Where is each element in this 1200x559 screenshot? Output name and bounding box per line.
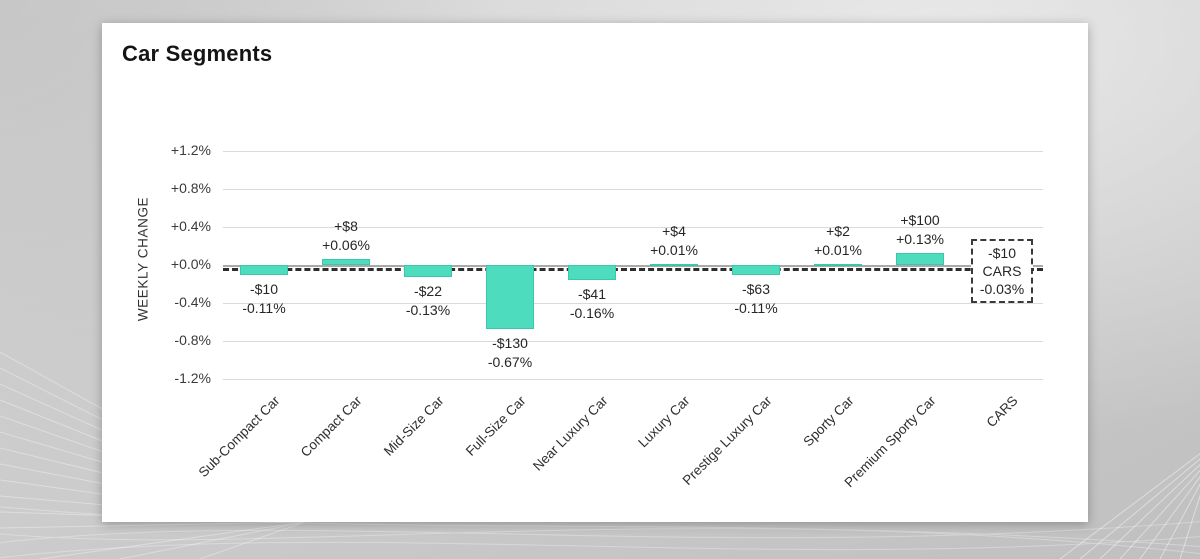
cars-summary-box: -$10 CARS -0.03%	[971, 239, 1033, 304]
gridline	[223, 379, 1043, 380]
y-tick-label: +1.2%	[170, 142, 211, 158]
bar-value-label: -$63 -0.11%	[734, 281, 778, 317]
x-axis-label: Sporty Car	[800, 393, 857, 450]
x-axis-label: Compact Car	[297, 393, 365, 460]
chart-card: Car Segments WEEKLY CHANGE +1.2% +0.8% +0.…	[102, 23, 1088, 522]
bar	[650, 263, 698, 266]
y-tick-label: -0.8%	[174, 332, 211, 348]
bar	[568, 265, 616, 281]
bar-value-label: -$22 -0.13%	[405, 283, 451, 319]
bar	[486, 265, 534, 329]
x-axis-label: Mid-Size Car	[380, 393, 447, 459]
bar	[896, 252, 944, 265]
average-line	[223, 267, 1043, 271]
y-tick-label: -0.4%	[174, 294, 211, 310]
y-tick-label: -1.2%	[174, 370, 211, 386]
gridline	[223, 341, 1043, 342]
plot-area: +1.2% +0.8% +0.4% +0.0% -0.4% -0.8% -1.2% -$10…	[171, 142, 1043, 490]
bar	[322, 259, 370, 265]
bar	[814, 263, 862, 266]
zero-axis-line	[223, 265, 1043, 267]
x-axis-label: Full-Size Car	[462, 393, 529, 459]
y-tick-label: +0.0%	[170, 256, 211, 272]
x-axis-label: Luxury Car	[635, 393, 693, 451]
x-axis-label: Prestige Luxury Car	[679, 393, 775, 488]
gridline	[223, 189, 1043, 190]
y-tick-label: +0.4%	[170, 218, 211, 234]
y-tick-label: +0.8%	[170, 180, 211, 196]
bar	[732, 265, 780, 276]
x-axis-label: Sub-Compact Car	[195, 393, 283, 481]
bar-value-label: +$8 +0.06%	[322, 218, 370, 254]
x-axis-label: Premium Sporty Car	[841, 393, 939, 491]
gridline	[223, 303, 1043, 304]
x-axis-label: CARS	[983, 393, 1021, 431]
bar-value-label: +$100 +0.13%	[896, 211, 944, 247]
bar-value-label: -$41 -0.16%	[569, 286, 615, 322]
bar	[404, 265, 452, 278]
bar-value-label: +$4 +0.01%	[650, 222, 698, 258]
bar-value-label: -$130 -0.67%	[487, 334, 533, 370]
page-title: Car Segments	[122, 41, 273, 66]
gridline	[223, 227, 1043, 228]
gridline	[223, 151, 1043, 152]
bar-value-label: +$2 +0.01%	[814, 222, 862, 258]
bar	[240, 265, 288, 276]
x-axis-label: Near Luxury Car	[529, 393, 611, 474]
bar-value-label: -$10 -0.11%	[242, 281, 286, 317]
